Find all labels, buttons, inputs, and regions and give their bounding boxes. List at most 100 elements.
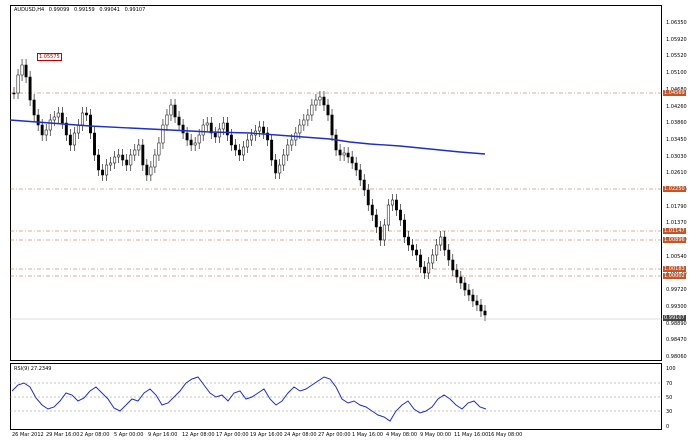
candle-body: [28, 76, 32, 101]
candle-body: [386, 204, 390, 226]
candle-body: [394, 199, 398, 211]
candle-body: [177, 116, 181, 126]
candle-body: [217, 128, 221, 138]
candle-body: [378, 226, 382, 241]
candle-body: [145, 164, 149, 176]
price-chart-canvas[interactable]: [10, 5, 662, 361]
candle-body: [173, 104, 177, 118]
candle-body: [125, 159, 129, 166]
price-tick-label: 0.99720: [666, 287, 687, 294]
candle-body: [407, 236, 410, 246]
rsi-tick-label: 0: [666, 424, 670, 430]
time-tick-label: 19 Apr 16:00: [250, 432, 283, 438]
candle-body: [286, 144, 290, 156]
rsi-canvas[interactable]: [10, 363, 662, 430]
candle-body: [475, 300, 479, 306]
candle-body: [419, 254, 423, 268]
candle-body: [370, 204, 374, 216]
candle-body: [85, 112, 88, 116]
price-tick-label: 1.05100: [666, 70, 687, 77]
candle-body: [306, 114, 310, 121]
ohlc-high: 0.99159: [74, 7, 95, 13]
candle-body: [366, 189, 370, 206]
price-tick-label: 1.02610: [666, 170, 687, 177]
candle-body: [185, 132, 189, 141]
time-tick-label: 17 Apr 00:00: [216, 432, 249, 438]
candle-body: [415, 249, 419, 256]
price-tick-label: 1.03860: [666, 120, 687, 127]
rsi-label: RSI(9) 27.2349: [14, 366, 52, 372]
candle-body: [362, 179, 366, 191]
candle-body: [181, 124, 185, 134]
candle-body: [242, 146, 245, 156]
time-tick-label: 12 Apr 08:00: [182, 432, 215, 438]
candle-body: [72, 132, 76, 146]
candle-body: [193, 142, 197, 146]
candle-body: [278, 164, 282, 174]
candle-body: [318, 96, 322, 101]
candle-body: [221, 122, 225, 130]
time-tick-label: 9 May 00:00: [420, 432, 452, 438]
candle-body: [12, 92, 16, 95]
rsi-panel[interactable]: [10, 363, 662, 430]
candle-body: [133, 149, 137, 156]
price-tick-label: 0.98890: [666, 320, 687, 327]
candle-body: [165, 114, 169, 126]
candle-body: [443, 236, 447, 251]
candle-body: [350, 156, 354, 164]
candle-body: [282, 154, 286, 166]
candle-body: [201, 124, 205, 136]
candle-body: [233, 144, 237, 151]
candle-body: [246, 139, 249, 148]
price-tick-label: 1.00540: [666, 253, 687, 260]
candle-body: [334, 134, 338, 151]
current-price-tag: 0.99107: [663, 315, 686, 321]
time-tick-label: 24 Apr 08:00: [284, 432, 317, 438]
rsi-tick-label: 30: [666, 409, 673, 415]
price-tick-label: 1.01370: [666, 220, 687, 227]
candle-body: [44, 129, 48, 136]
candle-body: [137, 144, 141, 151]
candle-body: [310, 104, 314, 116]
candle-body: [209, 122, 213, 134]
peak-price-tag: 1.05575: [37, 53, 62, 61]
candle-body: [346, 152, 350, 158]
candle-body: [129, 154, 133, 166]
level-tag: 1.02250: [663, 186, 686, 192]
candle-body: [229, 134, 233, 146]
candle-body: [89, 114, 92, 134]
rsi-tick-label: 100: [666, 366, 676, 372]
time-tick-label: 5 Apr 00:00: [114, 432, 144, 438]
ohlc-open: 0.99099: [48, 7, 70, 13]
candle-body: [467, 289, 471, 296]
time-tick-label: 1 May 16:00: [352, 432, 384, 438]
candle-body: [149, 166, 153, 176]
candle-body: [302, 119, 306, 126]
candle-body: [382, 224, 386, 241]
main-chart-panel[interactable]: [10, 5, 662, 361]
candle-body: [197, 134, 201, 144]
candle-body: [326, 104, 330, 116]
candle-body: [459, 276, 463, 284]
time-tick-label: 26 Mar 2012: [12, 432, 44, 438]
candle-body: [399, 209, 402, 221]
ohlc-close: 0.99107: [124, 7, 146, 13]
candle-body: [403, 219, 406, 238]
candle-body: [24, 64, 28, 78]
candle-body: [64, 122, 68, 136]
rsi-tick-label: 70: [666, 381, 673, 387]
candlesticks: [12, 59, 487, 321]
level-tag: 1.00896: [663, 237, 686, 243]
candle-body: [354, 162, 358, 171]
candle-body: [205, 122, 209, 126]
candle-body: [93, 132, 96, 156]
candle-body: [20, 64, 24, 76]
candle-body: [117, 154, 121, 158]
rsi-tick-label: 50: [666, 395, 673, 401]
candle-body: [479, 304, 483, 312]
candle-body: [427, 262, 431, 274]
candle-body: [237, 149, 241, 156]
candle-body: [342, 152, 346, 156]
candle-body: [471, 294, 475, 302]
price-tick-label: 1.05920: [666, 36, 687, 43]
